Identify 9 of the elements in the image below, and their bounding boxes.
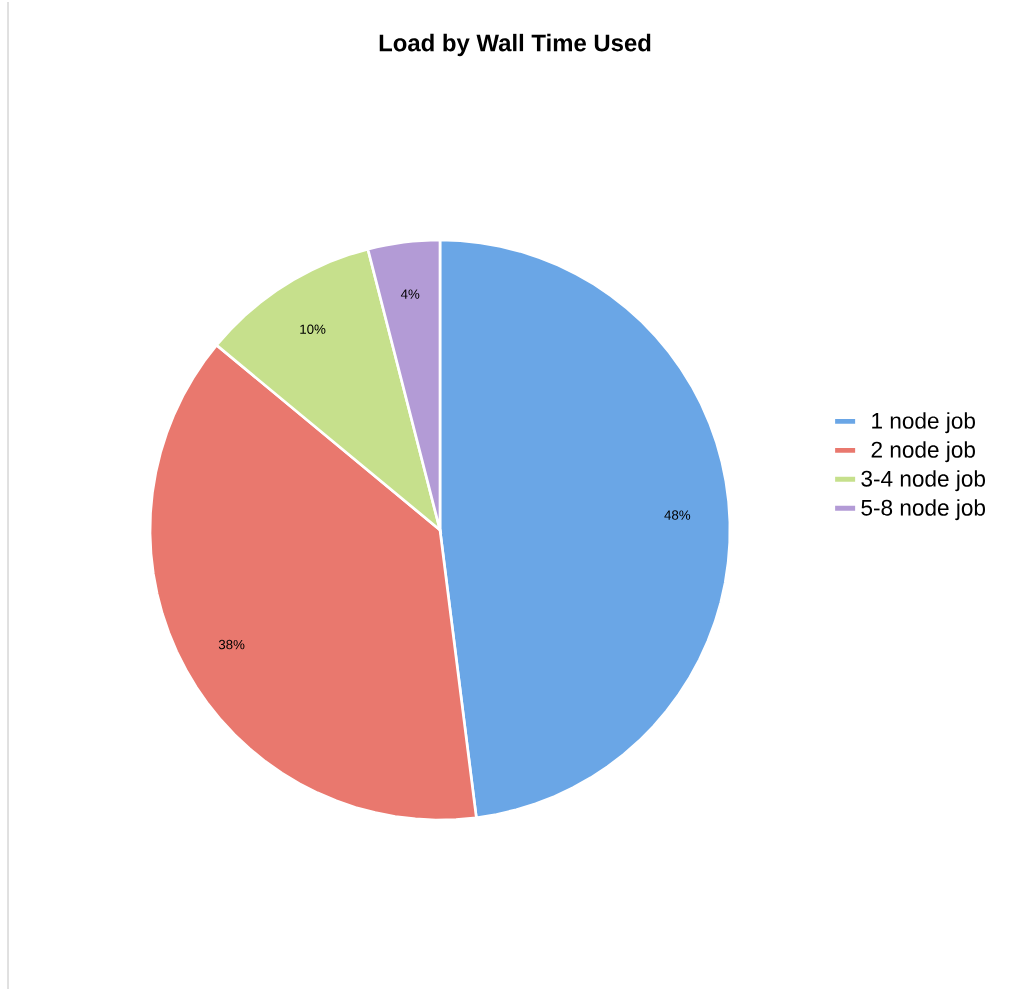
data-label: 48% [664,510,691,520]
legend-label: 1 node job [872,412,975,434]
data-label: 10% [300,324,326,334]
legend-label: 5-8 node job [861,499,986,521]
chart-title: Load by Wall Time Used [379,33,651,57]
legend-label: 2 node job [871,441,975,463]
data-label: 38% [218,639,245,650]
legend-label: 3-4 node job [861,470,986,492]
data-label: 4% [400,289,420,299]
